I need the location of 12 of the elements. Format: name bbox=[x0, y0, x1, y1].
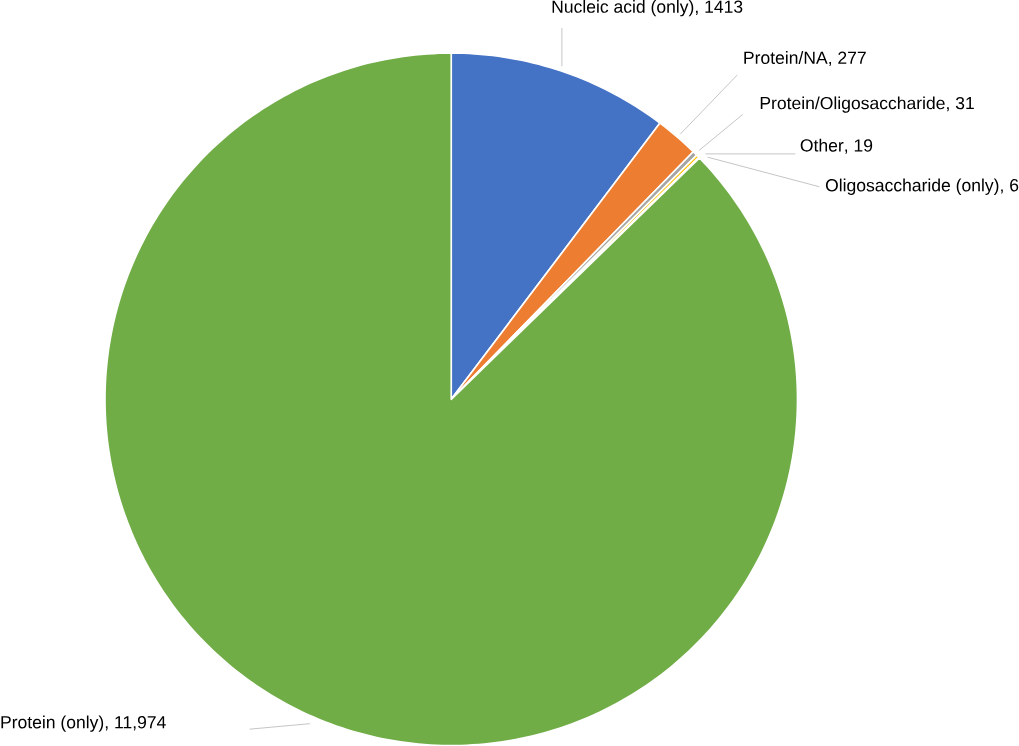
data-label: , 277 bbox=[829, 51, 866, 66]
data-label: , 6 bbox=[1001, 178, 1019, 194]
data-label: , 19 bbox=[845, 139, 873, 154]
slice-label: Protein/Oligosaccharide bbox=[760, 96, 945, 113]
slice-label: Other bbox=[800, 138, 844, 152]
slice-label: Nucleic acid (only) bbox=[552, 0, 694, 17]
data-label: , 31 bbox=[947, 96, 974, 112]
slice-label: Oligosaccharide (only) bbox=[825, 178, 999, 195]
slice-label: Protein/NA bbox=[744, 50, 828, 64]
data-label: , 11,974 bbox=[105, 715, 166, 731]
slice-label: Protein (only) bbox=[1, 715, 104, 732]
data-label: , 1413 bbox=[695, 0, 743, 15]
